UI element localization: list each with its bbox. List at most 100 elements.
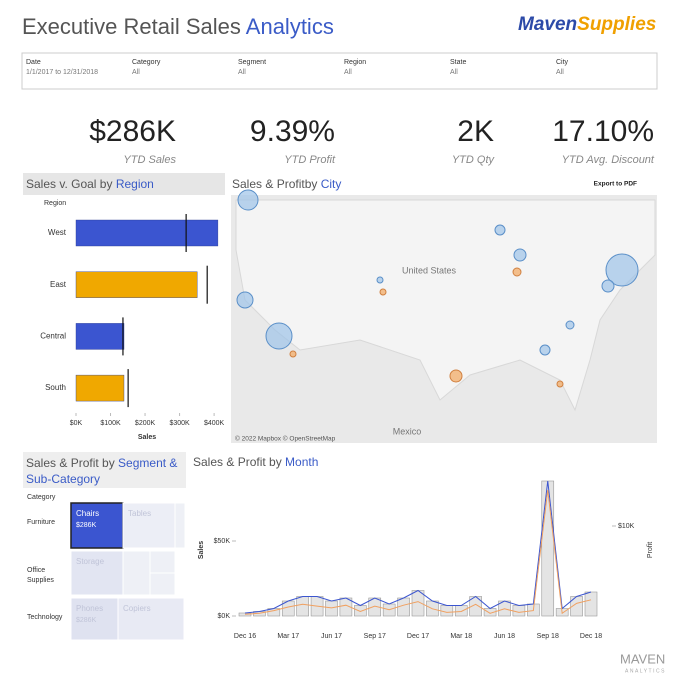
filter-label: State bbox=[450, 59, 466, 66]
bar bbox=[541, 480, 555, 617]
panel-title: Sales & Profit by Segment & Sub-Category bbox=[26, 455, 186, 487]
footer-sub: ANALYTICS bbox=[625, 668, 666, 674]
category-label: Office Supplies bbox=[27, 567, 54, 584]
x-tick-label: Mar 18 bbox=[450, 633, 472, 640]
treemap-cell bbox=[149, 550, 176, 574]
kpi-value: $286K bbox=[89, 115, 176, 148]
cell-label: Tables bbox=[128, 509, 151, 518]
footer-brand: MAVEN bbox=[620, 651, 665, 666]
filter-box bbox=[21, 52, 658, 90]
bar bbox=[75, 219, 219, 247]
treemap-cell bbox=[122, 550, 151, 596]
cell-value: $286K bbox=[76, 522, 97, 529]
filter-value: All bbox=[556, 69, 564, 76]
filter-label: Region bbox=[344, 59, 366, 66]
x-tick-label: Dec 18 bbox=[580, 633, 602, 640]
panel-title: Sales & Profitby City bbox=[232, 177, 341, 191]
cell-label: Phones bbox=[76, 604, 103, 613]
filter-label: Date bbox=[26, 59, 41, 66]
category-label: West bbox=[48, 228, 67, 237]
bar bbox=[325, 600, 338, 617]
filter-label: City bbox=[556, 59, 569, 66]
filter-value: All bbox=[450, 69, 458, 76]
category-label: East bbox=[50, 280, 67, 289]
bar bbox=[512, 605, 526, 617]
x-tick-label: $300K bbox=[169, 420, 190, 427]
bar bbox=[440, 605, 454, 617]
export-button[interactable]: Export to PDF bbox=[594, 181, 637, 188]
title-text: Sales v. Goal by bbox=[26, 177, 116, 191]
x-tick-label: Jun 17 bbox=[321, 633, 342, 640]
map-label: Mexico bbox=[393, 426, 422, 436]
bar bbox=[354, 605, 367, 617]
title-text: Sales & Profitby bbox=[232, 177, 321, 191]
x-tick-label: $400K bbox=[204, 420, 225, 427]
filter-value: All bbox=[238, 69, 246, 76]
title-accent: Region bbox=[115, 177, 154, 191]
category-label: Technology bbox=[27, 614, 63, 621]
x-tick-label: $200K bbox=[135, 420, 156, 427]
map-bubbles bbox=[236, 189, 639, 356]
bar bbox=[75, 271, 198, 298]
filter-label: Segment bbox=[238, 59, 266, 66]
title-accent: Segment & Sub-Category bbox=[26, 456, 178, 486]
category-label: Central bbox=[40, 332, 66, 341]
bar bbox=[75, 374, 125, 402]
bar bbox=[296, 596, 309, 617]
cell-label: Chairs bbox=[76, 509, 99, 518]
treemap-cell bbox=[122, 502, 176, 549]
title-accent: Analytics bbox=[245, 14, 334, 39]
x-tick-label: $100K bbox=[100, 420, 121, 427]
treemap-cell bbox=[70, 597, 119, 641]
filter-value: All bbox=[132, 69, 140, 76]
category-label: Furniture bbox=[27, 519, 56, 526]
map-credit: © 2022 Mapbox © OpenStreetMap bbox=[235, 435, 336, 443]
bar bbox=[584, 591, 598, 617]
cell-label: Storage bbox=[76, 557, 105, 566]
y2-tick-label: $10K bbox=[618, 523, 635, 530]
filter-value: All bbox=[344, 69, 352, 76]
category-label: South bbox=[45, 383, 66, 392]
axis-label: Profit bbox=[647, 542, 654, 558]
cell-value: $286K bbox=[76, 617, 97, 624]
x-tick-label: Dec 17 bbox=[407, 633, 429, 640]
series-line bbox=[244, 489, 592, 615]
kpi-label: YTD Avg. Discount bbox=[562, 154, 655, 166]
title-text: Sales & Profit by bbox=[26, 456, 119, 470]
filter-label: Category bbox=[132, 59, 161, 66]
kpi-value: 9.39% bbox=[250, 115, 335, 148]
title: Executive Retail Sales Analytics bbox=[22, 14, 334, 40]
kpi-value: 2K bbox=[457, 115, 494, 148]
logo-a: Maven bbox=[518, 14, 578, 35]
map-label: United States bbox=[402, 265, 457, 275]
y-tick-label: $0K bbox=[218, 613, 231, 620]
kpi-value: 17.10% bbox=[552, 115, 654, 148]
logo: MavenSupplies bbox=[518, 14, 656, 36]
x-tick-label: Sep 18 bbox=[537, 633, 559, 640]
panel-header bbox=[23, 173, 225, 195]
axis-label: Sales bbox=[198, 541, 205, 559]
x-tick-label: $0K bbox=[70, 420, 83, 427]
x-tick-label: Sep 17 bbox=[364, 633, 386, 640]
title-text: Executive Retail Sales bbox=[22, 14, 246, 39]
filter-value: 1/1/2017 to 12/31/2018 bbox=[26, 69, 98, 76]
kpi-label: YTD Sales bbox=[123, 154, 176, 166]
y-tick-label: $50K bbox=[214, 538, 231, 545]
bar bbox=[75, 323, 125, 350]
panel-title: Sales v. Goal by Region bbox=[26, 177, 154, 191]
cell-label: Copiers bbox=[123, 604, 151, 613]
title-accent: City bbox=[320, 177, 342, 191]
title-text: Sales & Profit by bbox=[193, 455, 286, 469]
series-line bbox=[244, 480, 592, 614]
treemap-cell bbox=[149, 572, 176, 596]
x-tick-label: Mar 17 bbox=[277, 633, 299, 640]
title-accent: Month bbox=[285, 455, 319, 469]
treemap-cell bbox=[174, 502, 186, 549]
treemap-cell bbox=[117, 597, 185, 641]
panel-header bbox=[23, 452, 186, 488]
x-tick-label: Jun 18 bbox=[494, 633, 515, 640]
kpi-label: YTD Profit bbox=[284, 154, 336, 166]
axis-label: Region bbox=[44, 200, 66, 207]
